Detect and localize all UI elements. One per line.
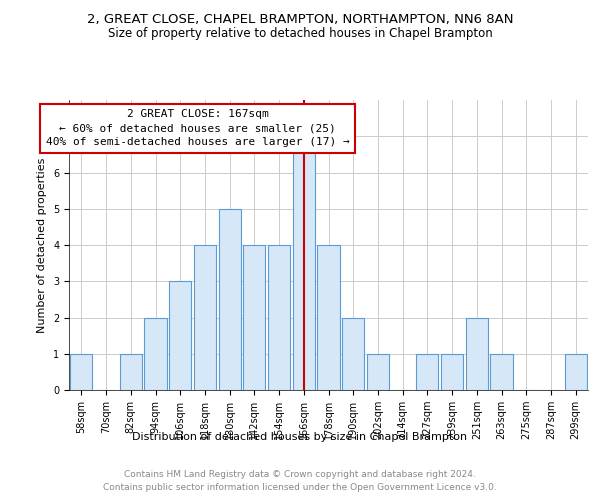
Bar: [490, 354, 512, 390]
Bar: [268, 245, 290, 390]
Bar: [194, 245, 216, 390]
Text: Contains public sector information licensed under the Open Government Licence v3: Contains public sector information licen…: [103, 482, 497, 492]
Bar: [293, 136, 315, 390]
Bar: [119, 354, 142, 390]
Bar: [441, 354, 463, 390]
Text: 2 GREAT CLOSE: 167sqm
← 60% of detached houses are smaller (25)
40% of semi-deta: 2 GREAT CLOSE: 167sqm ← 60% of detached …: [46, 109, 349, 147]
Bar: [169, 281, 191, 390]
Bar: [70, 354, 92, 390]
Bar: [565, 354, 587, 390]
Bar: [243, 245, 265, 390]
Text: Contains HM Land Registry data © Crown copyright and database right 2024.: Contains HM Land Registry data © Crown c…: [124, 470, 476, 479]
Bar: [145, 318, 167, 390]
Text: Distribution of detached houses by size in Chapel Brampton: Distribution of detached houses by size …: [133, 432, 467, 442]
Bar: [342, 318, 364, 390]
Bar: [218, 209, 241, 390]
Bar: [367, 354, 389, 390]
Bar: [416, 354, 439, 390]
Bar: [466, 318, 488, 390]
Text: Size of property relative to detached houses in Chapel Brampton: Size of property relative to detached ho…: [107, 28, 493, 40]
Text: 2, GREAT CLOSE, CHAPEL BRAMPTON, NORTHAMPTON, NN6 8AN: 2, GREAT CLOSE, CHAPEL BRAMPTON, NORTHAM…: [87, 12, 513, 26]
Y-axis label: Number of detached properties: Number of detached properties: [37, 158, 47, 332]
Bar: [317, 245, 340, 390]
